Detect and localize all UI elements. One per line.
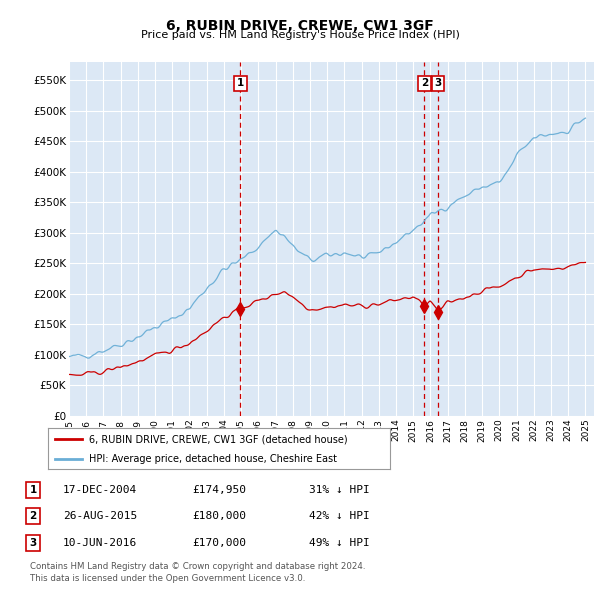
Text: £174,950: £174,950 [192,485,246,494]
Text: HPI: Average price, detached house, Cheshire East: HPI: Average price, detached house, Ches… [89,454,337,464]
Text: 2: 2 [421,78,428,88]
Text: £180,000: £180,000 [192,512,246,521]
Text: 1: 1 [237,78,244,88]
Text: 26-AUG-2015: 26-AUG-2015 [63,512,137,521]
Text: 10-JUN-2016: 10-JUN-2016 [63,538,137,548]
Text: 31% ↓ HPI: 31% ↓ HPI [309,485,370,494]
Text: 17-DEC-2004: 17-DEC-2004 [63,485,137,494]
Text: £170,000: £170,000 [192,538,246,548]
Text: 1: 1 [29,485,37,494]
Text: 6, RUBIN DRIVE, CREWE, CW1 3GF (detached house): 6, RUBIN DRIVE, CREWE, CW1 3GF (detached… [89,434,347,444]
Text: Price paid vs. HM Land Registry's House Price Index (HPI): Price paid vs. HM Land Registry's House … [140,30,460,40]
Text: 2: 2 [29,512,37,521]
Text: 6, RUBIN DRIVE, CREWE, CW1 3GF: 6, RUBIN DRIVE, CREWE, CW1 3GF [166,19,434,33]
Text: 3: 3 [434,78,442,88]
Text: Contains HM Land Registry data © Crown copyright and database right 2024.
This d: Contains HM Land Registry data © Crown c… [30,562,365,583]
Text: 3: 3 [29,538,37,548]
Text: 49% ↓ HPI: 49% ↓ HPI [309,538,370,548]
Text: 42% ↓ HPI: 42% ↓ HPI [309,512,370,521]
